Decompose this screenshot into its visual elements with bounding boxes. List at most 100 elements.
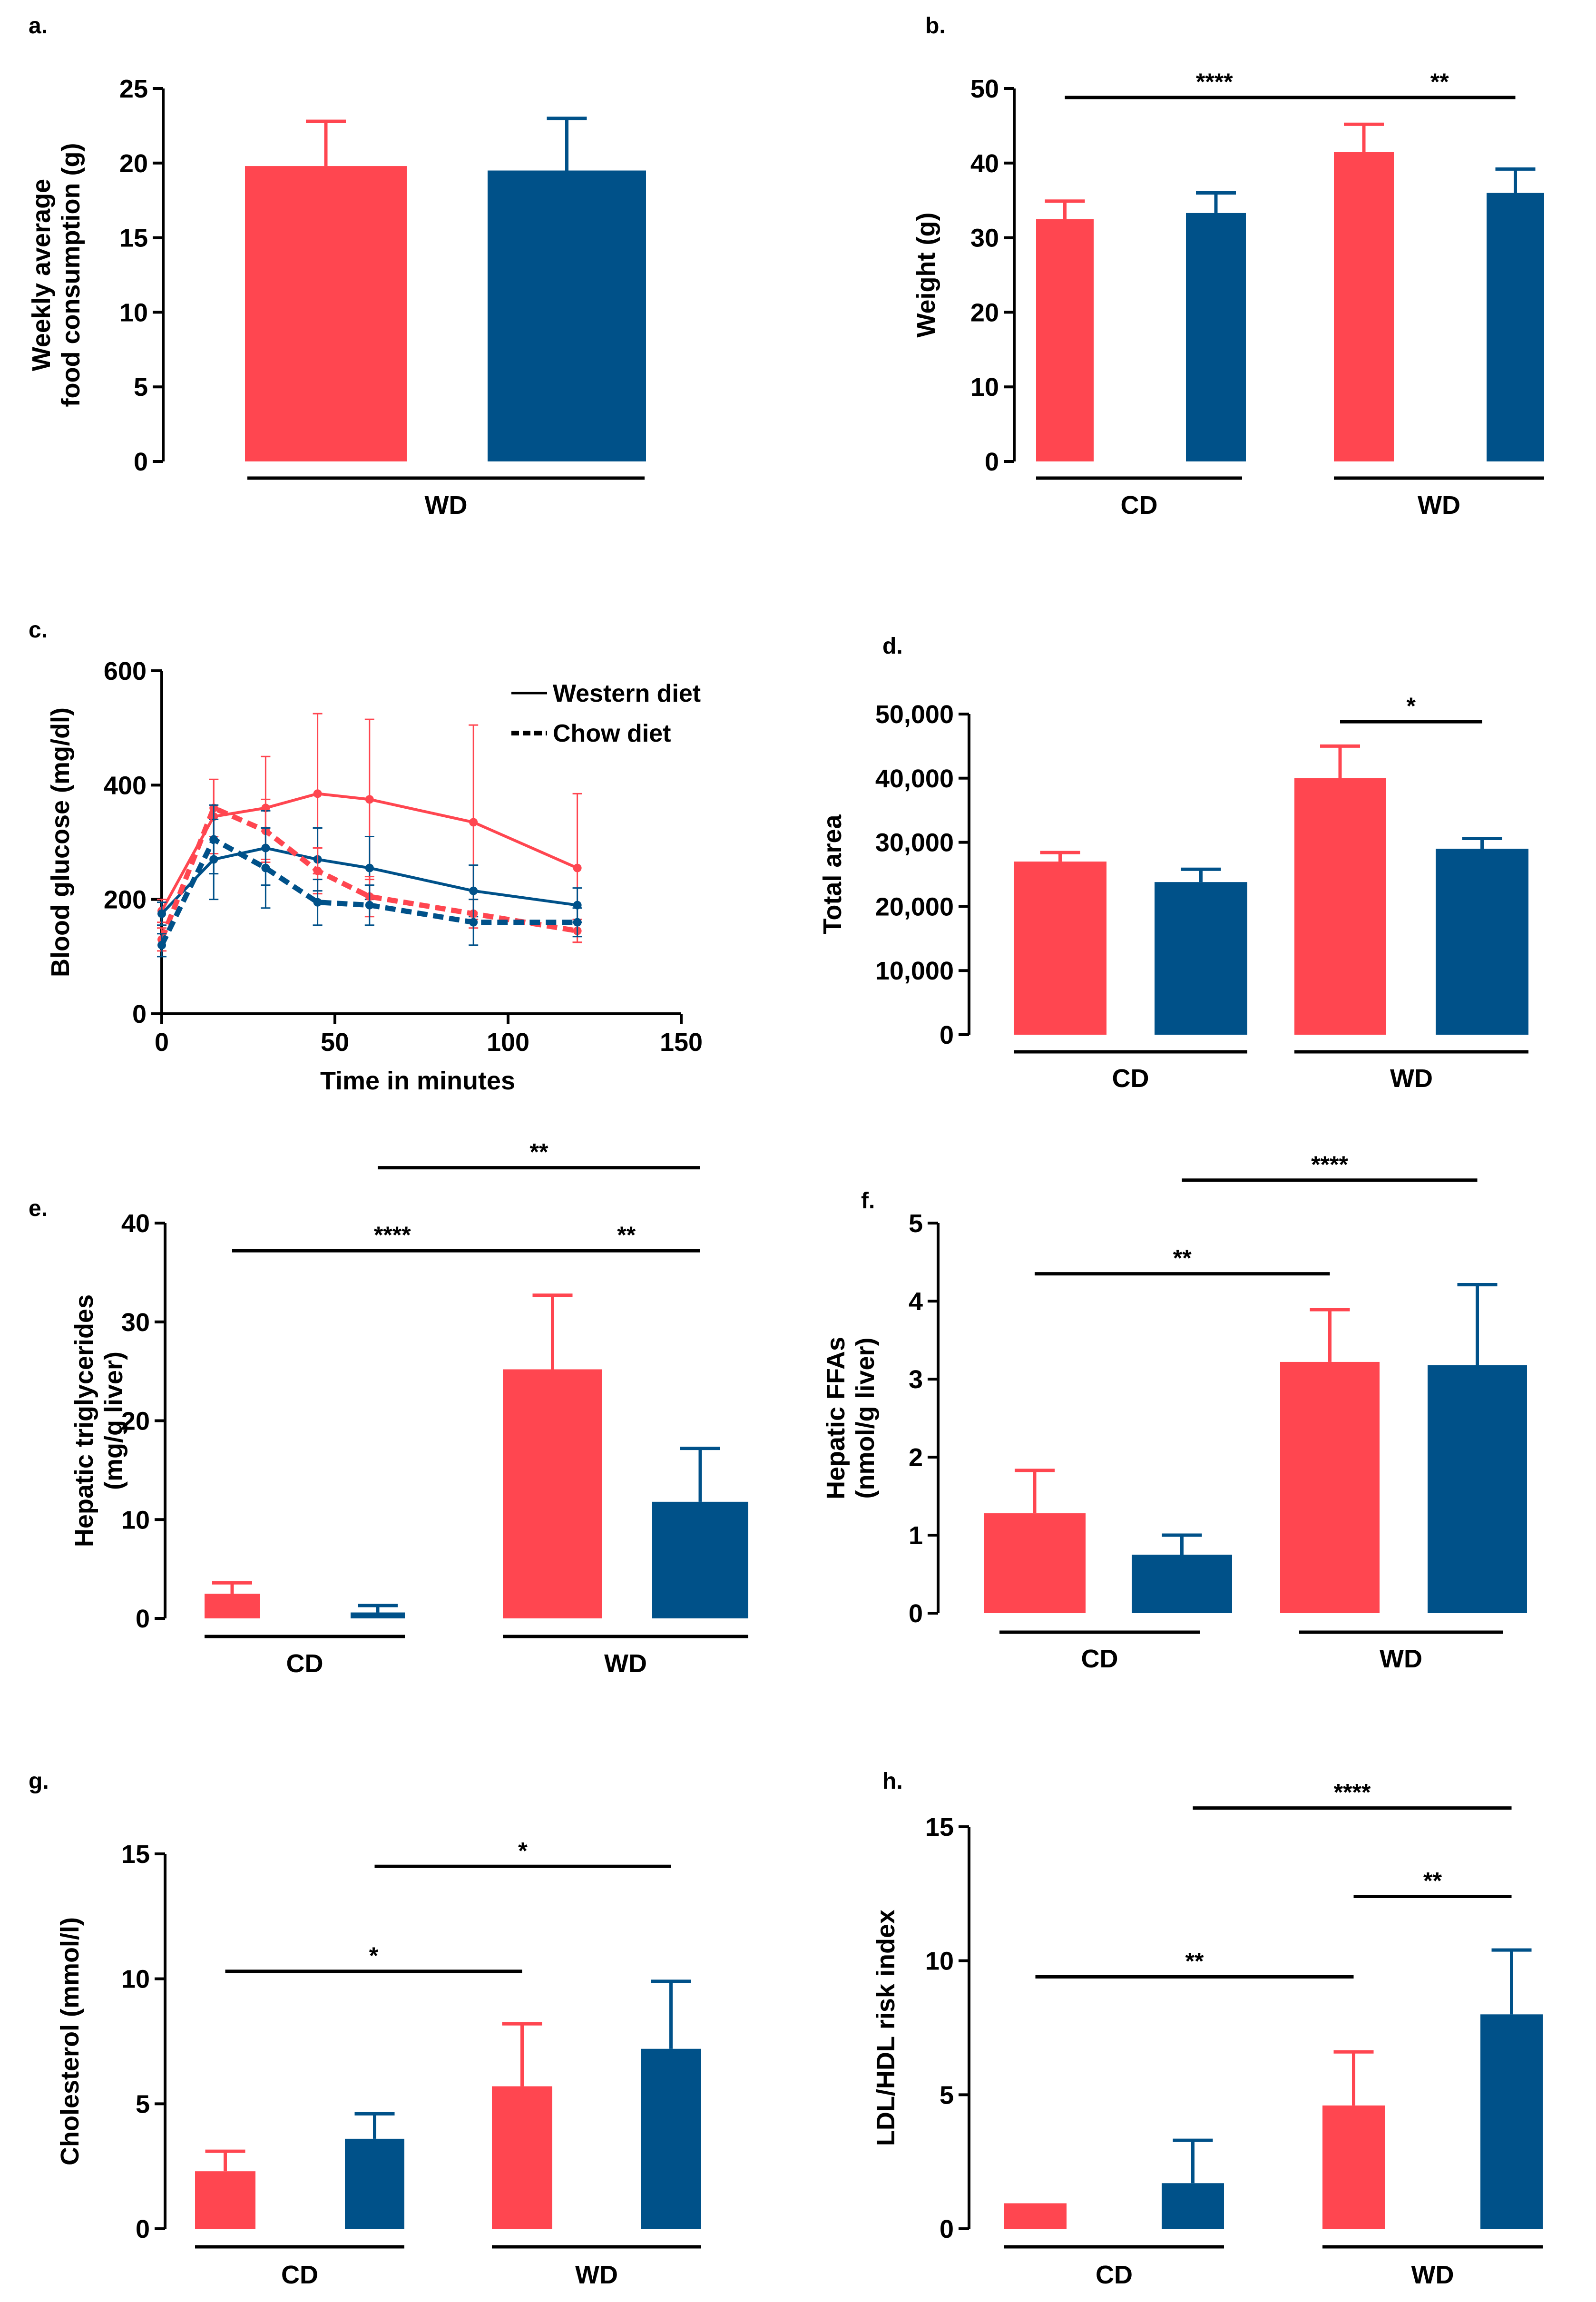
group-label: CD — [286, 1649, 323, 1678]
y-tick-label: 10 — [925, 1947, 954, 1976]
bar — [1162, 2183, 1224, 2229]
panel-e: e. 0 10 20 30 40 Hepatic triglycerides (mg/g li… — [29, 1139, 748, 1678]
significance-label: ** — [1423, 1867, 1442, 1894]
y-axis-label: Total area — [818, 814, 847, 934]
significance-label: ** — [1430, 69, 1449, 95]
y-tick-label: 4 — [909, 1287, 923, 1316]
panel-label: e. — [29, 1196, 48, 1221]
group-label: WD — [575, 2261, 618, 2289]
y-tick-label: 50,000 — [875, 700, 954, 729]
y-tick-label: 0 — [132, 1000, 147, 1029]
data-point — [209, 835, 218, 844]
legend-label: Western diet — [553, 680, 701, 707]
bar — [1155, 882, 1247, 1035]
y-tick-label: 10 — [121, 1506, 150, 1534]
y-tick-label: 10 — [970, 373, 999, 402]
data-point — [469, 886, 478, 895]
y-axis-label: Hepatic triglycerides — [70, 1294, 98, 1547]
y-axis-label: (nmol/g liver) — [851, 1337, 880, 1499]
significance-label: * — [1407, 693, 1416, 719]
y-tick-label: 20 — [119, 149, 148, 178]
y-tick-label: 3 — [909, 1365, 923, 1394]
bar — [984, 1513, 1086, 1613]
data-point — [313, 898, 322, 907]
series — [157, 804, 582, 958]
y-tick-label: 0 — [909, 1599, 923, 1628]
bar — [205, 1594, 260, 1618]
group-label: WD — [425, 491, 468, 519]
y-axis-label: (mg/g liver) — [99, 1352, 128, 1490]
y-tick-label: 600 — [104, 657, 147, 686]
data-point — [573, 863, 582, 872]
data-point — [313, 866, 322, 875]
y-tick-label: 15 — [119, 224, 148, 253]
group-label: CD — [1096, 2261, 1133, 2289]
group-label: CD — [281, 2261, 318, 2289]
y-axis-label: LDL/HDL risk index — [871, 1910, 900, 2146]
bar — [1036, 219, 1094, 461]
bar — [351, 1612, 405, 1618]
legend-label: Chow diet — [553, 720, 671, 747]
data-point — [261, 863, 270, 872]
significance-label: **** — [1196, 69, 1233, 95]
significance-label: **** — [1311, 1151, 1348, 1178]
y-tick-label: 15 — [925, 1813, 954, 1842]
y-tick-label: 15 — [121, 1840, 150, 1869]
y-tick-label: 20 — [121, 1407, 150, 1436]
group-label: WD — [1390, 1064, 1433, 1093]
y-tick-label: 400 — [104, 771, 147, 800]
y-tick-label: 0 — [136, 1605, 150, 1633]
bar — [652, 1501, 748, 1618]
y-tick-label: 0 — [940, 2215, 954, 2243]
significance-label: ** — [530, 1139, 548, 1166]
y-tick-label: 30 — [970, 224, 999, 253]
x-axis-label: Time in minutes — [320, 1067, 515, 1095]
bar — [1436, 849, 1528, 1035]
y-tick-label: 0 — [985, 448, 999, 476]
data-point — [365, 863, 374, 872]
bar — [1186, 213, 1246, 462]
x-tick-label: 150 — [660, 1028, 703, 1057]
y-tick-label: 2 — [909, 1443, 923, 1472]
y-tick-label: 0 — [940, 1021, 954, 1049]
y-tick-label: 10 — [121, 1965, 150, 1994]
data-point — [313, 789, 322, 798]
y-tick-label: 0 — [136, 2215, 150, 2243]
bar — [1132, 1555, 1232, 1613]
data-point — [469, 818, 478, 827]
group-label: WD — [1418, 491, 1460, 519]
group-label: WD — [1380, 1645, 1422, 1673]
group-label: WD — [1411, 2261, 1454, 2289]
x-tick-label: 100 — [487, 1028, 529, 1057]
bar — [345, 2138, 404, 2229]
significance-label: **** — [374, 1222, 411, 1248]
y-tick-label: 20 — [970, 298, 999, 327]
bar — [195, 2171, 255, 2229]
y-tick-label: 40 — [121, 1209, 150, 1238]
y-axis-label: Weight (g) — [912, 213, 940, 338]
x-tick-label: 0 — [155, 1028, 169, 1057]
group-label: WD — [604, 1649, 647, 1678]
panel-label: d. — [882, 634, 903, 659]
x-tick-label: 50 — [321, 1028, 349, 1057]
data-point — [469, 918, 478, 927]
data-point — [157, 940, 166, 950]
panel-label: b. — [925, 13, 946, 39]
bar — [1294, 778, 1386, 1035]
bar — [1334, 152, 1394, 461]
group-label: CD — [1112, 1064, 1149, 1093]
panel-a: a. 0 5 10 15 20 25 Weekly average food consumpti… — [27, 13, 646, 519]
group-label: CD — [1121, 491, 1158, 519]
group-label: CD — [1081, 1645, 1118, 1673]
y-tick-label: 50 — [970, 75, 999, 103]
bar — [641, 2048, 701, 2229]
bar — [1004, 2203, 1067, 2229]
significance-label: * — [369, 1942, 379, 1969]
y-tick-label: 30,000 — [875, 829, 954, 857]
significance-label: ** — [617, 1222, 636, 1248]
panel-label: f. — [861, 1188, 875, 1214]
significance-label: * — [518, 1837, 528, 1864]
bar — [1280, 1362, 1380, 1613]
